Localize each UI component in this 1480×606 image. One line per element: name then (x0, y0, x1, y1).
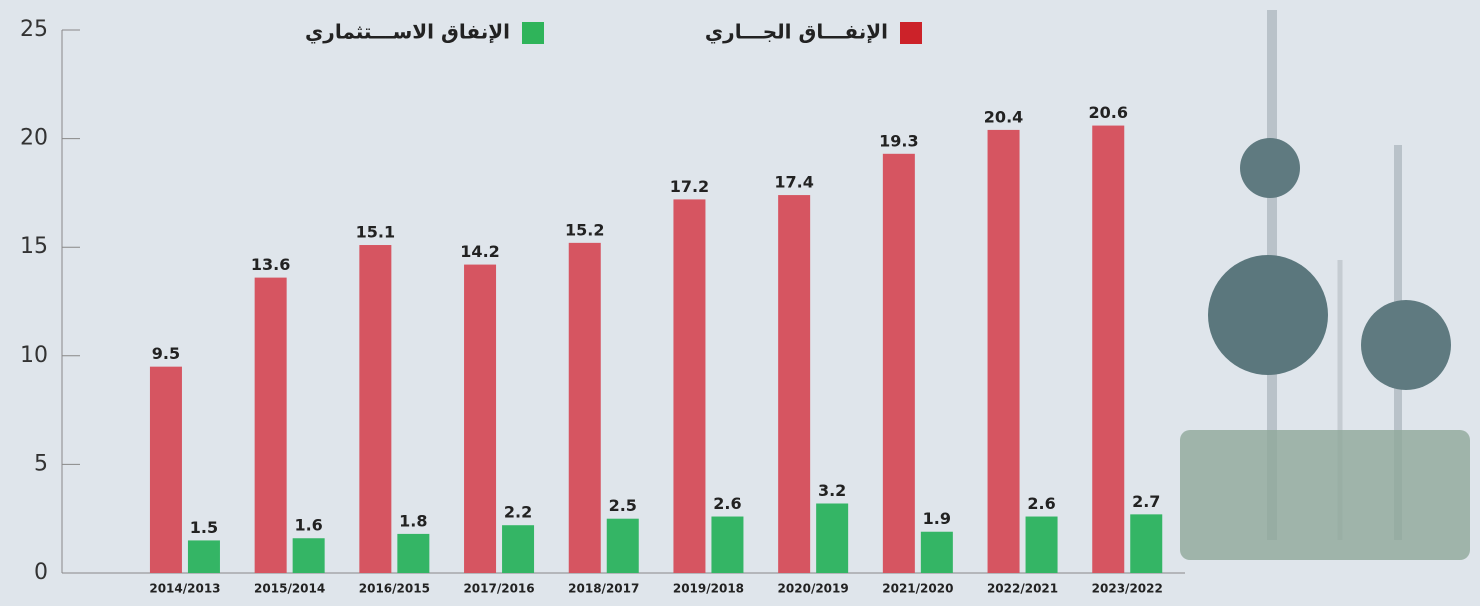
y-tick-label: 20 (20, 126, 48, 151)
bar (1026, 517, 1058, 573)
bar (778, 195, 810, 573)
value-label: 3.2 (818, 481, 846, 500)
value-label: 2.6 (1027, 494, 1055, 513)
x-tick-label: 2020/2019 (778, 582, 849, 596)
value-label: 9.5 (152, 344, 180, 363)
chart: الإنفـــاق الجـــاري الإنفاق الاســـتثما… (0, 0, 1480, 606)
x-tick-label: 2021/2020 (882, 582, 953, 596)
value-label: 15.1 (356, 223, 395, 242)
value-label: 1.9 (923, 509, 951, 528)
value-label: 19.3 (879, 131, 918, 150)
value-label: 14.2 (460, 242, 499, 261)
value-label: 2.2 (504, 503, 532, 522)
y-tick-label: 15 (20, 234, 48, 259)
value-label: 20.6 (1089, 103, 1128, 122)
value-label: 2.6 (713, 494, 741, 513)
x-tick-label: 2022/2021 (987, 582, 1058, 596)
bar (255, 278, 287, 573)
x-tick-label: 2019/2018 (673, 582, 744, 596)
bar (921, 532, 953, 573)
value-label: 1.5 (190, 518, 218, 537)
value-label: 20.4 (984, 107, 1023, 126)
y-tick-label: 25 (20, 17, 48, 42)
bar (569, 243, 601, 573)
legend-swatch (900, 22, 922, 44)
value-label: 17.4 (774, 173, 813, 192)
bar (1092, 126, 1124, 573)
value-label: 2.7 (1132, 492, 1160, 511)
bar (883, 154, 915, 573)
bar (673, 199, 705, 573)
value-label: 1.8 (399, 511, 427, 530)
towers-decoration (1180, 10, 1470, 560)
x-tick-label: 2017/2016 (463, 582, 534, 596)
bar (188, 540, 220, 573)
x-tick-label: 2014/2013 (149, 582, 220, 596)
bar (464, 265, 496, 573)
y-tick-label: 0 (34, 560, 48, 585)
bar (711, 517, 743, 573)
value-label: 15.2 (565, 220, 604, 239)
bar (607, 519, 639, 573)
y-tick-label: 5 (34, 451, 48, 476)
bar (397, 534, 429, 573)
x-tick-label: 2015/2014 (254, 582, 325, 596)
bar (988, 130, 1020, 573)
bar (502, 525, 534, 573)
value-label: 13.6 (251, 255, 290, 274)
x-tick-label: 2023/2022 (1092, 582, 1163, 596)
bar (150, 367, 182, 573)
x-tick-label: 2018/2017 (568, 582, 639, 596)
bar (816, 503, 848, 573)
bar (359, 245, 391, 573)
x-tick-label: 2016/2015 (359, 582, 430, 596)
value-label: 1.6 (294, 516, 322, 535)
bar (293, 538, 325, 573)
bar (1130, 514, 1162, 573)
y-tick-label: 10 (20, 343, 48, 368)
legend-label: الإنفـــاق الجـــاري (705, 20, 888, 45)
value-label: 17.2 (670, 177, 709, 196)
value-label: 2.5 (609, 496, 637, 515)
legend-label: الإنفاق الاســـتثماري (305, 20, 510, 45)
legend-swatch (522, 22, 544, 44)
